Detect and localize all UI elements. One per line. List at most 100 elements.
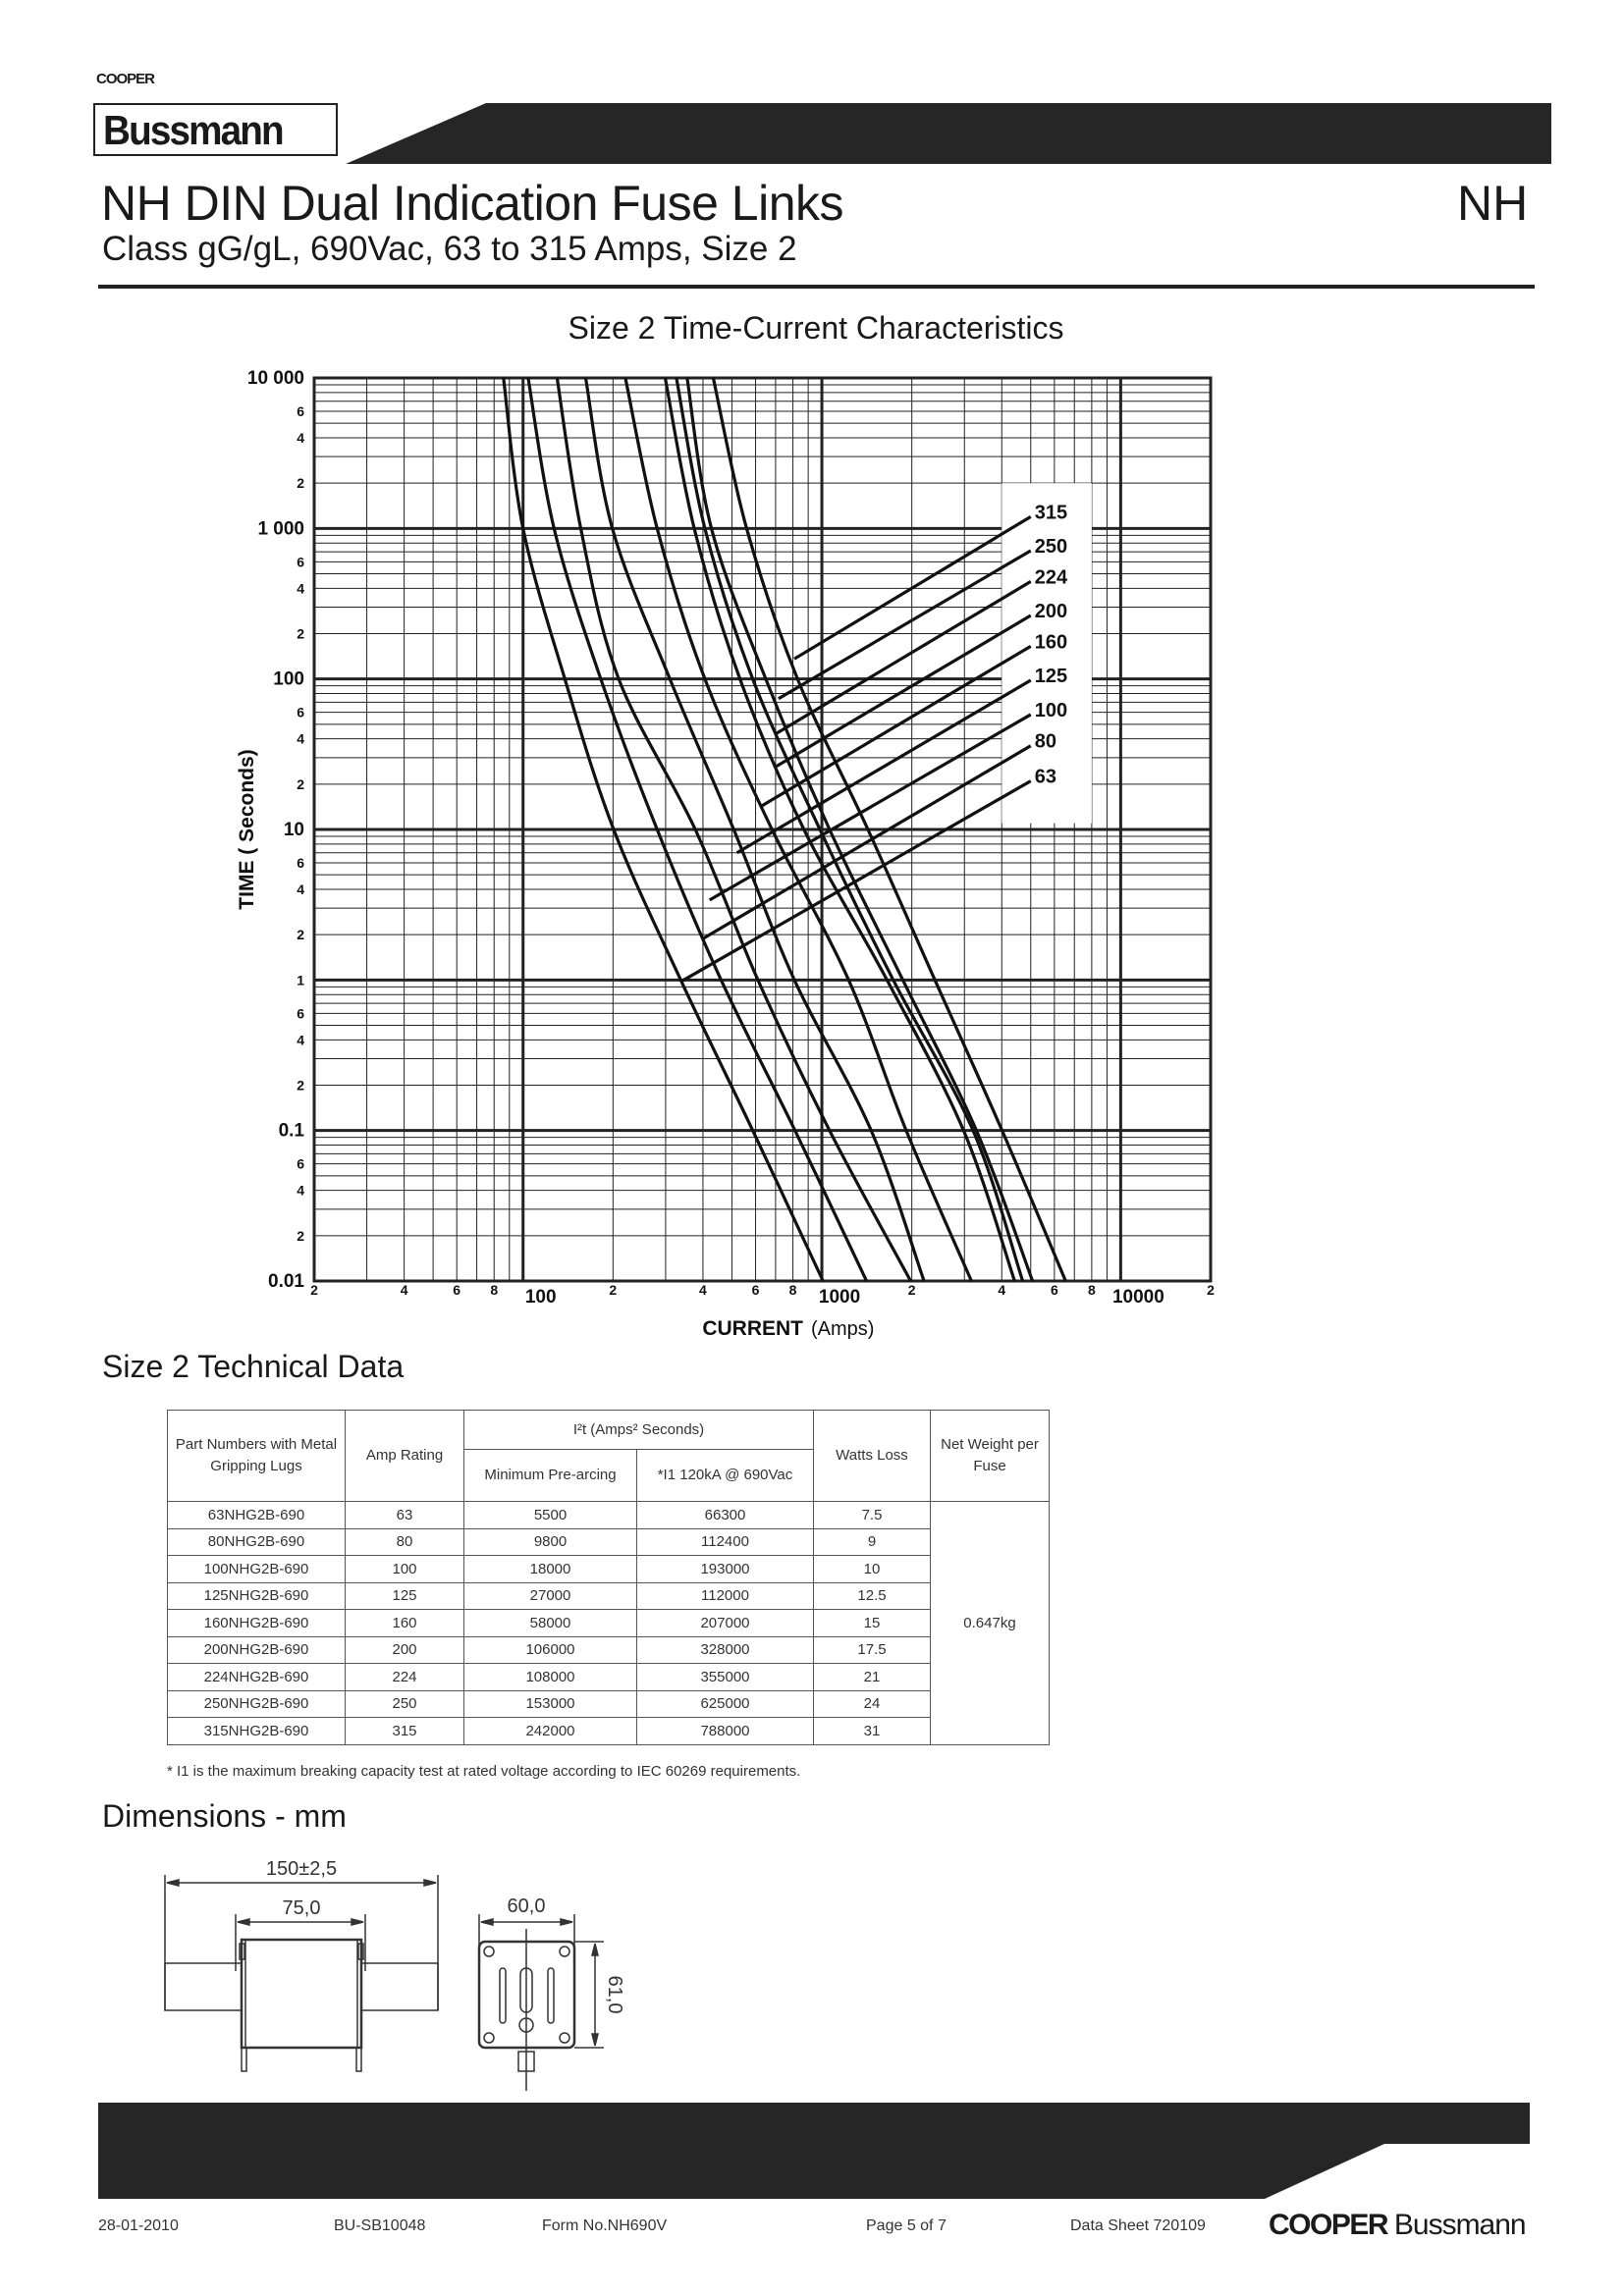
curve-label-315: 315 xyxy=(1035,502,1067,523)
cell-amp: 315 xyxy=(345,1717,464,1745)
leader-line-224 xyxy=(774,580,1032,736)
y-tick-label: 4 xyxy=(297,580,304,596)
table-row: 250NHG2B-690 250 153000 625000 24 xyxy=(167,1689,1050,1718)
cell-min: 27000 xyxy=(463,1581,637,1610)
plot-frame xyxy=(312,376,1213,1283)
curve-label-100: 100 xyxy=(1035,700,1067,721)
x-tick-label: 2 xyxy=(908,1282,916,1298)
cell-watts: 17.5 xyxy=(813,1635,931,1664)
cooper-bussmann-logo: COOPER Bussmann xyxy=(1269,2209,1527,2242)
side-view xyxy=(164,1875,439,2072)
cell-part: 160NHG2B-690 xyxy=(167,1609,346,1637)
leader-line-315 xyxy=(793,514,1032,661)
cell-amp: 125 xyxy=(345,1581,464,1610)
cell-min: 242000 xyxy=(463,1717,637,1745)
curve-label-63: 63 xyxy=(1035,767,1056,788)
y-tick-label: 6 xyxy=(297,855,304,871)
y-tick-label: 2 xyxy=(297,626,304,642)
x-tick-label: 4 xyxy=(699,1282,707,1298)
cell-watts: 7.5 xyxy=(813,1501,931,1529)
leader-line-125 xyxy=(735,678,1032,855)
header-i1: *I1 120kA @ 690Vac xyxy=(636,1449,814,1502)
y-tick-label: 4 xyxy=(297,1183,304,1199)
y-tick-label: 4 xyxy=(297,430,304,446)
table-row: 100NHG2B-690 100 18000 193000 10 xyxy=(167,1555,1050,1583)
x-tick-label: 6 xyxy=(1051,1282,1058,1298)
page-title: NH DIN Dual Indication Fuse Links xyxy=(101,176,844,231)
cell-i1: 66300 xyxy=(636,1501,814,1529)
table-row: 160NHG2B-690 160 58000 207000 15 xyxy=(167,1609,1050,1637)
tech-data-title: Size 2 Technical Data xyxy=(102,1349,405,1384)
curve-125 xyxy=(583,377,926,1282)
cell-part: 63NHG2B-690 xyxy=(167,1501,346,1529)
leader-line-100 xyxy=(708,713,1032,902)
cell-amp: 160 xyxy=(345,1609,464,1637)
logo-cooper: COOPER xyxy=(1269,2209,1389,2241)
x-tick-label: 1000 xyxy=(819,1287,860,1308)
y-tick-label: 6 xyxy=(297,554,304,569)
x-axis-label: CURRENT xyxy=(702,1317,803,1340)
cell-part: 125NHG2B-690 xyxy=(167,1581,346,1610)
chart-title: Size 2 Time-Current Characteristics xyxy=(568,310,1064,346)
dimensions-title: Dimensions - mm xyxy=(102,1798,347,1834)
footer-form: Form No.NH690V xyxy=(542,2217,668,2234)
height-label: 61,0 xyxy=(604,1976,625,2014)
footer-ref: BU-SB10048 xyxy=(334,2217,426,2234)
footer-sheet: Data Sheet 720109 xyxy=(1070,2217,1206,2234)
cell-watts: 24 xyxy=(813,1689,931,1718)
overall-length-label: 150±2,5 xyxy=(266,1858,337,1880)
leader-line-63 xyxy=(680,779,1032,984)
cell-min: 9800 xyxy=(463,1527,637,1556)
cell-min: 153000 xyxy=(463,1689,637,1718)
cell-i1: 112000 xyxy=(636,1581,814,1610)
y-tick-label: 1 000 xyxy=(257,518,304,539)
leader-line-80 xyxy=(700,744,1032,941)
curve-label-160: 160 xyxy=(1035,631,1067,653)
header-weight: Net Weight per Fuse xyxy=(930,1410,1050,1502)
x-tick-label: 2 xyxy=(609,1282,617,1298)
cell-amp: 250 xyxy=(345,1689,464,1718)
table-row: 224NHG2B-690 224 108000 355000 21 xyxy=(167,1663,1050,1691)
cell-min: 108000 xyxy=(463,1663,637,1691)
footnote: * I1 is the maximum breaking capacity te… xyxy=(167,1763,801,1780)
y-tick-label: 100 xyxy=(273,669,304,690)
curve-63 xyxy=(502,377,825,1282)
y-tick-label: 6 xyxy=(297,1156,304,1172)
cell-min: 106000 xyxy=(463,1635,637,1664)
y-tick-label: 10 000 xyxy=(247,368,304,389)
table-row: 315NHG2B-690 315 242000 788000 31 xyxy=(167,1717,1050,1745)
bussmann-logo: Bussmann xyxy=(93,103,338,156)
table-row: 80NHG2B-690 80 9800 112400 9 xyxy=(167,1527,1050,1556)
x-tick-label: 8 xyxy=(490,1282,498,1298)
y-tick-label: 2 xyxy=(297,776,304,792)
cell-min: 58000 xyxy=(463,1609,637,1637)
x-tick-label: 10000 xyxy=(1112,1287,1164,1308)
cell-watts: 10 xyxy=(813,1555,931,1583)
cell-watts: 9 xyxy=(813,1527,931,1556)
y-tick-label: 6 xyxy=(297,403,304,419)
cell-min: 5500 xyxy=(463,1501,637,1529)
table-row: 200NHG2B-690 200 106000 328000 17.5 xyxy=(167,1635,1050,1664)
footer-page: Page 5 of 7 xyxy=(866,2217,947,2234)
cell-watts: 12.5 xyxy=(813,1581,931,1610)
cell-part: 315NHG2B-690 xyxy=(167,1717,346,1745)
y-axis-label: TIME ( Seconds) xyxy=(236,749,258,909)
page-subtitle: Class gG/gL, 690Vac, 63 to 315 Amps, Siz… xyxy=(102,230,797,268)
cell-i1: 355000 xyxy=(636,1663,814,1691)
y-tick-label: 2 xyxy=(297,1228,304,1244)
x-axis-unit: (Amps) xyxy=(811,1318,874,1340)
y-tick-label: 6 xyxy=(297,705,304,721)
header-divider xyxy=(98,285,1535,289)
y-tick-label: 0.1 xyxy=(279,1121,305,1142)
header-amp: Amp Rating xyxy=(345,1410,464,1502)
cell-i1: 788000 xyxy=(636,1717,814,1745)
curve-315 xyxy=(711,377,1067,1282)
cell-amp: 100 xyxy=(345,1555,464,1583)
cell-part: 80NHG2B-690 xyxy=(167,1527,346,1556)
leader-line-250 xyxy=(778,549,1032,701)
tech-data-table: Part Numbers with Metal Gripping Lugs Am… xyxy=(167,1410,1050,1745)
x-tick-label: 2 xyxy=(310,1282,318,1298)
end-view xyxy=(477,1914,604,2091)
x-tick-label: 6 xyxy=(752,1282,760,1298)
